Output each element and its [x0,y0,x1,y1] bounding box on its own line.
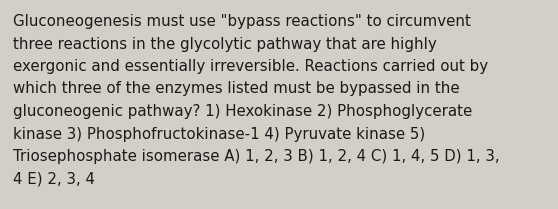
Text: 4 E) 2, 3, 4: 4 E) 2, 3, 4 [13,172,95,186]
Text: kinase 3) Phosphofructokinase-1 4) Pyruvate kinase 5): kinase 3) Phosphofructokinase-1 4) Pyruv… [13,126,425,141]
Text: which three of the enzymes listed must be bypassed in the: which three of the enzymes listed must b… [13,82,460,97]
Text: Gluconeogenesis must use "bypass reactions" to circumvent: Gluconeogenesis must use "bypass reactio… [13,14,471,29]
Text: Triosephosphate isomerase A) 1, 2, 3 B) 1, 2, 4 C) 1, 4, 5 D) 1, 3,: Triosephosphate isomerase A) 1, 2, 3 B) … [13,149,499,164]
Text: exergonic and essentially irreversible. Reactions carried out by: exergonic and essentially irreversible. … [13,59,488,74]
Text: gluconeogenic pathway? 1) Hexokinase 2) Phosphoglycerate: gluconeogenic pathway? 1) Hexokinase 2) … [13,104,472,119]
Text: three reactions in the glycolytic pathway that are highly: three reactions in the glycolytic pathwa… [13,37,437,51]
